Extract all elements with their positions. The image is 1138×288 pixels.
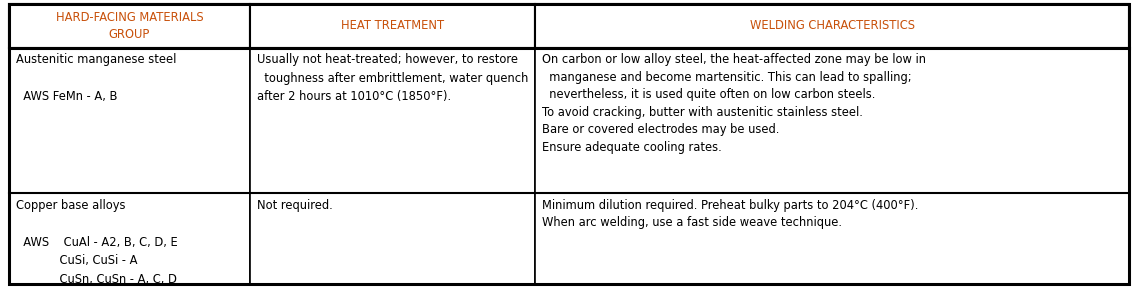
Text: Not required.: Not required. <box>257 199 332 212</box>
Text: HARD-FACING MATERIALS
GROUP: HARD-FACING MATERIALS GROUP <box>56 11 204 41</box>
Bar <box>9 48 250 193</box>
Bar <box>250 48 535 193</box>
Bar <box>9 4 250 48</box>
Bar <box>250 4 535 48</box>
Bar <box>9 193 250 284</box>
Text: Copper base alloys

  AWS    CuAl - A2, B, C, D, E
            CuSi, CuSi - A
  : Copper base alloys AWS CuAl - A2, B, C, … <box>16 199 178 286</box>
Text: On carbon or low alloy steel, the heat-affected zone may be low in
  manganese a: On carbon or low alloy steel, the heat-a… <box>542 53 926 154</box>
Bar <box>250 193 535 284</box>
Bar <box>535 193 1129 284</box>
Text: Minimum dilution required. Preheat bulky parts to 204°C (400°F).
When arc weldin: Minimum dilution required. Preheat bulky… <box>542 199 918 229</box>
Bar <box>535 4 1129 48</box>
Text: Usually not heat-treated; however, to restore
  toughness after embrittlement, w: Usually not heat-treated; however, to re… <box>257 53 528 103</box>
Bar <box>535 48 1129 193</box>
Text: WELDING CHARACTERISTICS: WELDING CHARACTERISTICS <box>750 20 915 33</box>
Text: HEAT TREATMENT: HEAT TREATMENT <box>341 20 444 33</box>
Text: Austenitic manganese steel

  AWS FeMn - A, B: Austenitic manganese steel AWS FeMn - A,… <box>16 53 176 103</box>
